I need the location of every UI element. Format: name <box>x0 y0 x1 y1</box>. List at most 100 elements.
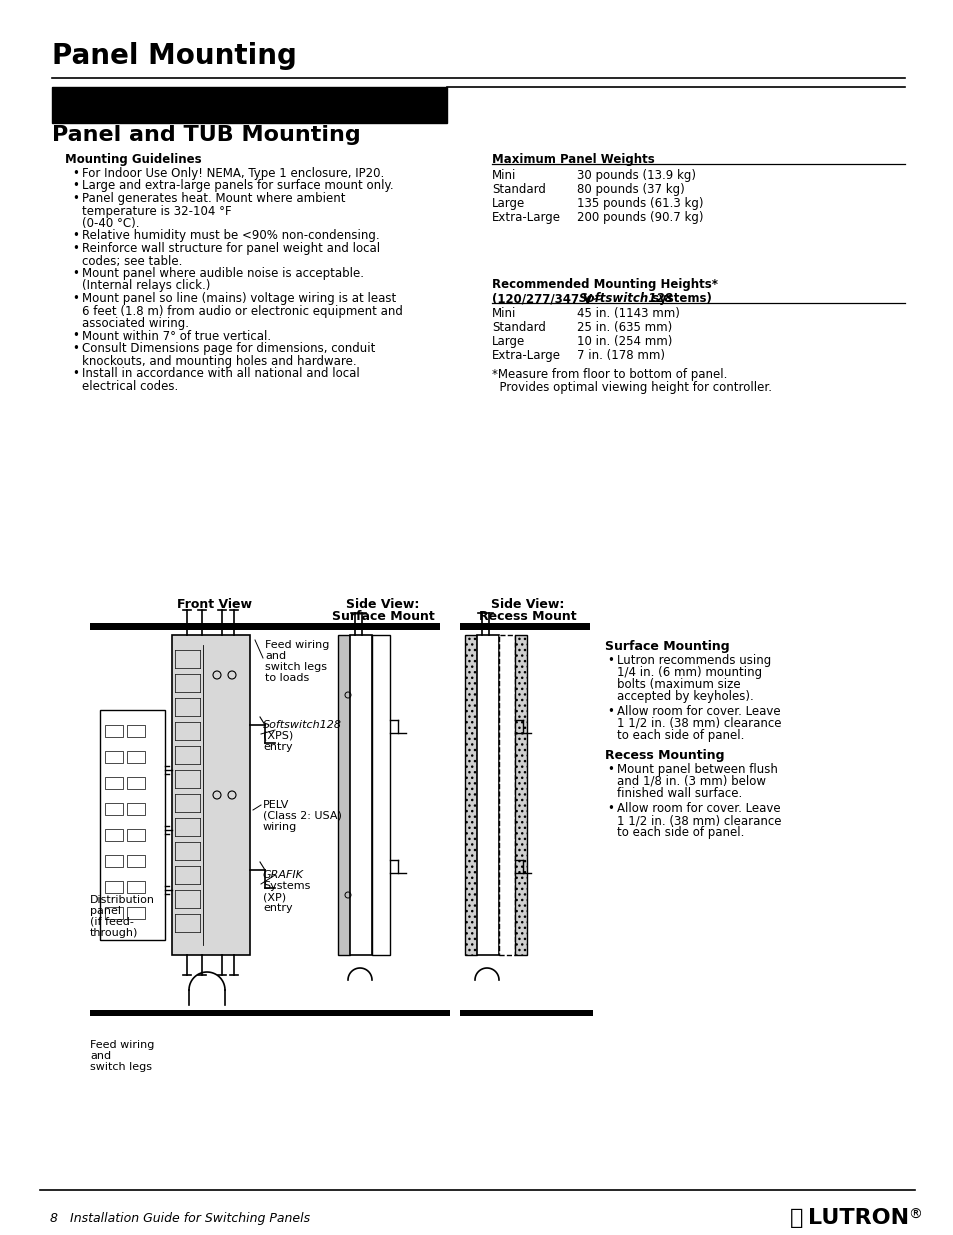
Text: Recess Mounting: Recess Mounting <box>604 748 723 762</box>
Bar <box>337 635 350 955</box>
Text: codes; see table.: codes; see table. <box>82 254 182 268</box>
Text: Large: Large <box>492 198 525 210</box>
Text: 80 pounds (37 kg): 80 pounds (37 kg) <box>577 183 684 196</box>
Text: and: and <box>90 1051 111 1061</box>
Text: •: • <box>606 705 613 718</box>
Bar <box>459 622 589 630</box>
Bar <box>127 803 145 815</box>
Text: 135 pounds (61.3 kg): 135 pounds (61.3 kg) <box>577 198 702 210</box>
Text: Front View: Front View <box>177 598 253 611</box>
Text: 1/4 in. (6 mm) mounting: 1/4 in. (6 mm) mounting <box>617 666 761 679</box>
Text: Mini: Mini <box>492 308 516 320</box>
Bar <box>350 635 372 955</box>
Text: •: • <box>71 230 79 242</box>
Bar <box>459 1010 593 1016</box>
Text: GRAFIK: GRAFIK <box>263 869 304 881</box>
Bar <box>476 635 498 955</box>
Text: 7 in. (178 mm): 7 in. (178 mm) <box>577 350 664 362</box>
Bar <box>52 86 447 105</box>
Text: •: • <box>71 330 79 342</box>
Text: LUTRON: LUTRON <box>807 1208 908 1228</box>
Text: entry: entry <box>263 742 293 752</box>
Text: Standard: Standard <box>492 183 545 196</box>
Bar <box>372 635 390 955</box>
Text: to each side of panel.: to each side of panel. <box>617 729 743 742</box>
Text: Mini: Mini <box>492 169 516 182</box>
Bar <box>127 881 145 893</box>
Text: Mount panel where audible noise is acceptable.: Mount panel where audible noise is accep… <box>82 267 364 280</box>
Text: panel: panel <box>90 906 121 916</box>
Text: Consult Dimensions page for dimensions, conduit: Consult Dimensions page for dimensions, … <box>82 342 375 354</box>
Bar <box>105 751 123 763</box>
Bar <box>127 855 145 867</box>
Text: •: • <box>71 179 79 193</box>
Bar <box>127 725 145 737</box>
Text: systems): systems) <box>647 291 711 305</box>
Text: 25 in. (635 mm): 25 in. (635 mm) <box>577 321 672 333</box>
Text: finished wall surface.: finished wall surface. <box>617 787 741 800</box>
Bar <box>464 635 476 955</box>
Bar <box>127 906 145 919</box>
Text: Extra-Large: Extra-Large <box>492 350 560 362</box>
Text: (XPS): (XPS) <box>263 731 293 741</box>
Bar <box>52 86 447 124</box>
Bar <box>127 777 145 789</box>
Text: 1 1/2 in. (38 mm) clearance: 1 1/2 in. (38 mm) clearance <box>617 814 781 827</box>
Text: (120/277/347 V∼: (120/277/347 V∼ <box>492 291 610 305</box>
Text: temperature is 32-104 °F: temperature is 32-104 °F <box>82 205 232 217</box>
Text: •: • <box>606 763 613 776</box>
Bar <box>90 622 399 630</box>
Text: Large and extra-large panels for surface mount only.: Large and extra-large panels for surface… <box>82 179 394 193</box>
Text: Allow room for cover. Leave: Allow room for cover. Leave <box>617 802 780 815</box>
Text: Large: Large <box>492 335 525 348</box>
Text: Side View:: Side View: <box>346 598 419 611</box>
Text: Mount within 7° of true vertical.: Mount within 7° of true vertical. <box>82 330 271 342</box>
Text: Panel Mounting: Panel Mounting <box>52 42 296 70</box>
Text: Softswitch128: Softswitch128 <box>578 291 673 305</box>
Text: *Measure from floor to bottom of panel.: *Measure from floor to bottom of panel. <box>492 368 726 382</box>
Text: switch legs: switch legs <box>90 1062 152 1072</box>
Text: accepted by keyholes).: accepted by keyholes). <box>617 690 753 703</box>
Bar <box>105 777 123 789</box>
Text: Surface Mounting: Surface Mounting <box>604 640 729 653</box>
Text: ®: ® <box>907 1208 921 1221</box>
Bar <box>105 906 123 919</box>
Text: and: and <box>265 651 286 661</box>
Text: Provides optimal viewing height for controller.: Provides optimal viewing height for cont… <box>492 382 771 394</box>
Text: 200 pounds (90.7 kg): 200 pounds (90.7 kg) <box>577 211 702 224</box>
Text: knockouts, and mounting holes and hardware.: knockouts, and mounting holes and hardwa… <box>82 354 356 368</box>
Text: Recess Mount: Recess Mount <box>478 610 577 622</box>
Text: •: • <box>606 655 613 667</box>
Bar <box>330 1010 450 1016</box>
Text: Mount panel between flush: Mount panel between flush <box>617 763 777 776</box>
Text: Install in accordance with all national and local: Install in accordance with all national … <box>82 367 359 380</box>
Text: through): through) <box>90 927 138 939</box>
Bar <box>498 635 515 955</box>
Bar <box>90 1010 399 1016</box>
Text: entry: entry <box>263 903 293 913</box>
Text: and 1/8 in. (3 mm) below: and 1/8 in. (3 mm) below <box>617 776 765 788</box>
Bar <box>105 803 123 815</box>
Bar <box>105 725 123 737</box>
Text: wiring: wiring <box>263 823 297 832</box>
Text: associated wiring.: associated wiring. <box>82 317 189 330</box>
Text: Softswitch128: Softswitch128 <box>263 720 341 730</box>
Text: Extra-Large: Extra-Large <box>492 211 560 224</box>
Text: •: • <box>606 802 613 815</box>
Text: Reinforce wall structure for panel weight and local: Reinforce wall structure for panel weigh… <box>82 242 379 254</box>
Bar <box>105 881 123 893</box>
Text: to loads: to loads <box>265 673 309 683</box>
Bar <box>127 751 145 763</box>
Text: Standard: Standard <box>492 321 545 333</box>
Text: (0-40 °C).: (0-40 °C). <box>82 217 139 230</box>
Bar <box>515 635 526 955</box>
Text: Surface Mount: Surface Mount <box>332 610 434 622</box>
Text: Ⓢ: Ⓢ <box>789 1208 802 1228</box>
Text: bolts (maximum size: bolts (maximum size <box>617 678 740 692</box>
Text: Feed wiring: Feed wiring <box>265 640 329 650</box>
Text: •: • <box>71 367 79 380</box>
Text: Allow room for cover. Leave: Allow room for cover. Leave <box>617 705 780 718</box>
Text: Maximum Panel Weights: Maximum Panel Weights <box>492 153 654 165</box>
Bar <box>127 829 145 841</box>
Text: •: • <box>71 267 79 280</box>
